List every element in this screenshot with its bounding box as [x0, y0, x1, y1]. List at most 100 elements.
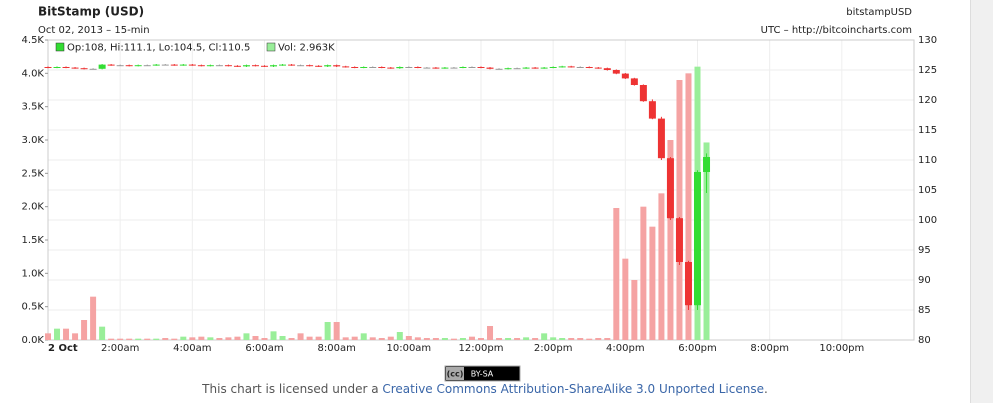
volume-bar — [441, 338, 448, 340]
badge-cc: (cc) — [447, 370, 464, 379]
volume-bar — [234, 336, 241, 340]
volume-bar — [288, 338, 295, 340]
legend-volume: Vol: 2.963K — [278, 43, 335, 54]
y-tick-label: 3.0K — [22, 135, 45, 146]
volume-bar — [703, 142, 710, 340]
y2-tick-label: 130 — [918, 35, 937, 46]
volume-bar — [279, 336, 286, 340]
volume-bar — [261, 338, 268, 340]
grid — [47, 39, 914, 341]
candle-body — [675, 218, 683, 262]
candle-body — [44, 67, 52, 68]
candle-body — [143, 65, 151, 67]
volume-bar — [207, 337, 214, 340]
y2-tick-label: 115 — [918, 125, 937, 136]
volume-bar — [243, 333, 250, 340]
candle-body — [576, 67, 584, 68]
volume-bar — [604, 338, 611, 340]
y2-tick-label: 110 — [918, 155, 937, 166]
candle-body — [531, 67, 539, 69]
volume-bar — [378, 338, 385, 340]
candle-body — [468, 67, 476, 68]
volume-bar — [640, 206, 647, 340]
volume-bar — [541, 333, 548, 340]
cc-badge: (cc) BY-SA — [444, 365, 521, 382]
license-link[interactable]: Creative Commons Attribution-ShareAlike … — [382, 382, 764, 396]
candle-body — [504, 68, 512, 70]
candle-body — [288, 64, 296, 66]
candle-body — [612, 70, 620, 74]
volume-bar — [586, 338, 593, 340]
candle-body — [197, 65, 205, 67]
legend-ohlc-swatch — [55, 42, 65, 52]
candle-body — [306, 65, 314, 67]
volume-bar — [387, 336, 394, 340]
candle-body — [351, 67, 359, 68]
y-tick-label: 1.5K — [22, 235, 45, 246]
volume-bar — [505, 338, 512, 340]
candle-body — [694, 172, 701, 306]
candle-body — [603, 68, 611, 70]
y2-tick-label: 85 — [918, 305, 931, 316]
candle-body — [648, 101, 656, 119]
volume-bar — [468, 336, 475, 340]
volume-bar — [342, 337, 349, 340]
candle-body — [71, 67, 79, 69]
candle-body — [80, 68, 88, 70]
volume-bar — [523, 337, 530, 340]
volume-bar — [180, 336, 187, 340]
volume-bar — [198, 336, 205, 340]
volume-bar — [487, 326, 494, 340]
x-tick-label: 12:00pm — [459, 343, 504, 354]
volume-bar — [478, 338, 484, 340]
volume-bar — [514, 338, 521, 340]
candle-body — [297, 65, 305, 67]
volume-bar — [649, 226, 656, 340]
candle-body — [161, 64, 169, 66]
volume-bar — [189, 337, 196, 340]
volume-bar — [414, 337, 421, 340]
candle-body — [98, 64, 106, 69]
candle-body — [134, 65, 142, 67]
y-tick-label: 2.0K — [22, 202, 45, 213]
candle-body — [215, 65, 223, 67]
candle-body — [206, 65, 214, 67]
volume-bar — [568, 338, 575, 340]
y-tick-label: 3.5K — [22, 102, 45, 113]
volume-bar — [685, 73, 692, 340]
legend-volume-swatch — [266, 42, 276, 52]
volume-bar — [559, 338, 566, 340]
candle-body — [594, 67, 602, 69]
candle-body — [342, 66, 350, 68]
candle-body — [233, 65, 241, 67]
license-prefix: This chart is licensed under a — [202, 382, 383, 396]
volume-bar — [252, 336, 259, 340]
x-tick-label: 6:00am — [245, 343, 283, 354]
candle-body — [125, 65, 133, 67]
volume-bar — [432, 338, 439, 340]
y-tick-label: 2.5K — [22, 168, 45, 179]
candle-body — [414, 67, 422, 68]
candle-body — [513, 68, 521, 70]
scrollbar — [970, 0, 993, 403]
license: This chart is licensed under a Creative … — [0, 382, 970, 396]
candle-body — [116, 65, 124, 67]
x-tick-label: 10:00am — [386, 343, 431, 354]
license-suffix: . — [764, 382, 768, 396]
volume-bar — [676, 80, 683, 340]
candle-body — [369, 67, 377, 68]
volume-bar — [270, 331, 277, 340]
x-tick-label: 4:00am — [173, 343, 211, 354]
volume-bar — [315, 336, 322, 340]
candle-body — [486, 67, 494, 69]
volume-bar — [162, 338, 169, 340]
badge-left — [446, 367, 464, 380]
volume-bar — [171, 338, 178, 340]
candle-body — [666, 158, 674, 219]
candle-body — [621, 73, 629, 79]
x-tick-label: 8:00pm — [750, 343, 789, 354]
candle-body — [53, 67, 61, 68]
candle-body — [423, 67, 431, 69]
candles — [44, 64, 711, 310]
